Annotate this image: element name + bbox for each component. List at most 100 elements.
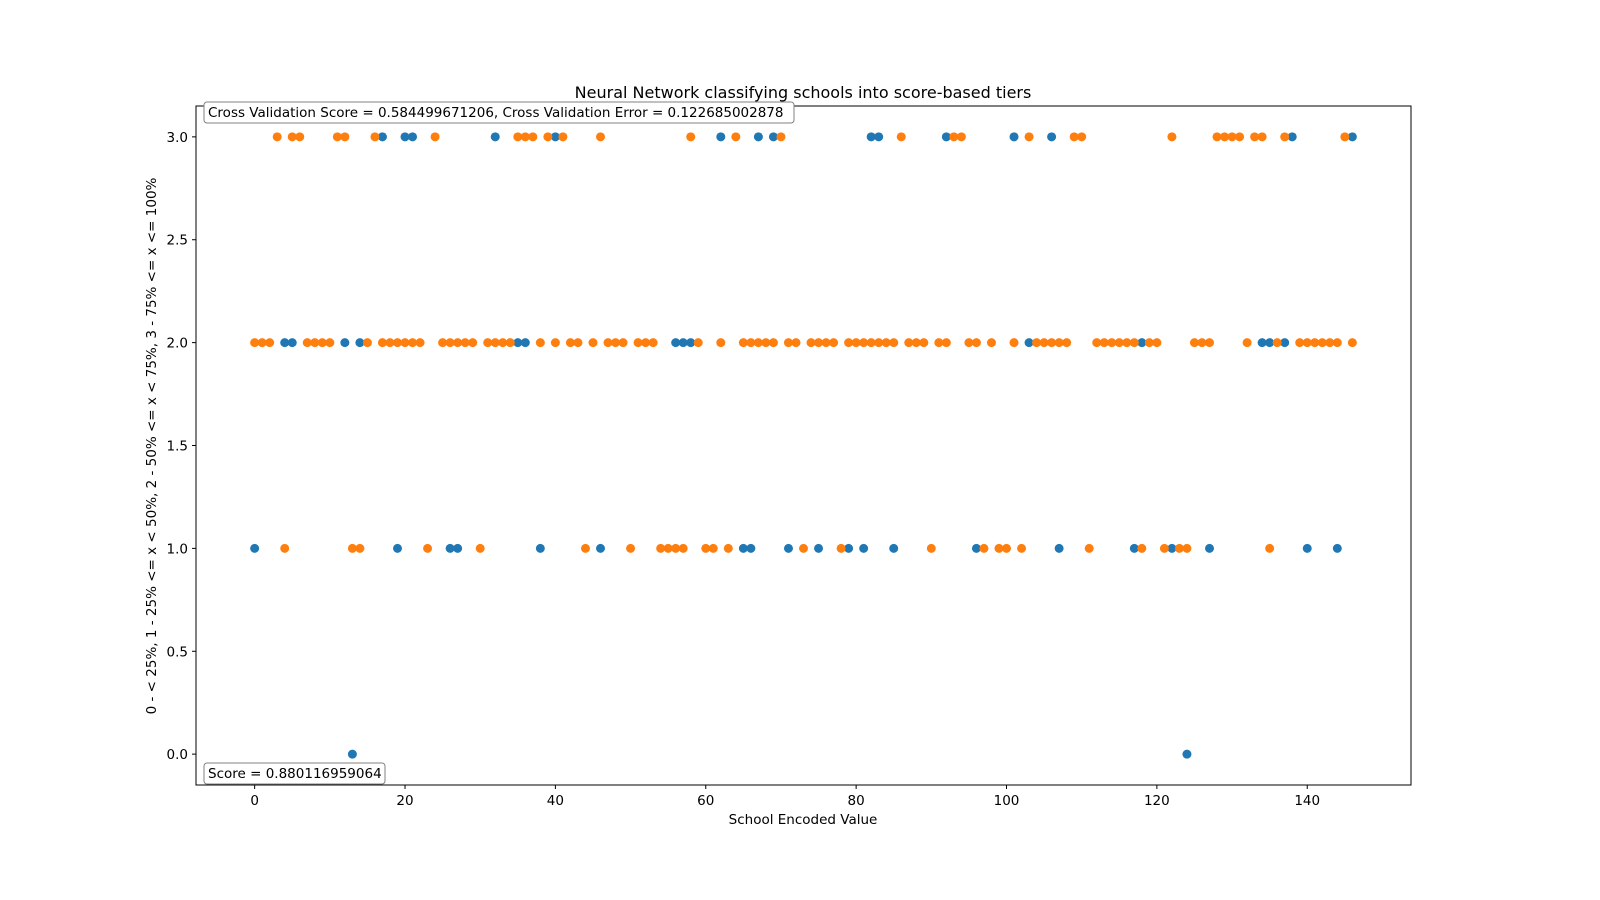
series-2-point: [799, 543, 808, 553]
series-2-point: [716, 338, 726, 348]
series-2-point: [377, 338, 387, 348]
x-tick-label: 40: [547, 793, 564, 809]
x-tick-label: 100: [994, 793, 1020, 809]
series-2-point: [347, 543, 357, 553]
series-2-point: [265, 338, 275, 348]
series-2-point: [708, 543, 718, 553]
series-2-point: [1272, 338, 1282, 348]
series-1-point: [678, 338, 688, 348]
series-2-point: [723, 543, 733, 553]
series-2-point: [1137, 543, 1147, 553]
series-2-point: [979, 543, 989, 553]
series-2-point: [859, 338, 869, 348]
series-2-point: [678, 543, 688, 553]
series-2-point: [1250, 132, 1260, 142]
series-1-point: [400, 132, 410, 142]
x-tick-label: 120: [1144, 793, 1170, 809]
series-2-point: [1310, 338, 1320, 348]
series-2-point: [1182, 543, 1192, 553]
series-2-point: [565, 338, 575, 348]
series-1-point: [1205, 543, 1215, 553]
series-2-point: [272, 132, 282, 142]
series-2-point: [468, 338, 478, 348]
cv-annotation-box: [203, 101, 795, 124]
series-1-point: [595, 543, 605, 553]
series-1-point: [1167, 543, 1177, 553]
y-tick-label: 0.5: [167, 644, 188, 660]
series-2-point: [1317, 338, 1327, 348]
series-2-point: [829, 338, 839, 348]
series-2-point: [1009, 338, 1019, 348]
series-2-point: [768, 338, 778, 348]
series-1-point: [1137, 338, 1147, 348]
series-2-point: [919, 338, 929, 348]
series-1-point: [377, 132, 387, 142]
series-2-point: [310, 338, 320, 348]
series-2-point: [1280, 132, 1290, 142]
series-2-point: [866, 338, 876, 348]
series-2-point: [550, 338, 560, 348]
series-2-point: [904, 338, 914, 348]
series-2-point: [1084, 543, 1094, 553]
series-2-point: [332, 132, 342, 142]
series-1-point: [738, 543, 748, 553]
series-2-point: [1189, 338, 1199, 348]
chart-title: Neural Network classifying schools into …: [575, 83, 1032, 102]
series-2-point: [287, 132, 297, 142]
series-1-point: [814, 543, 824, 553]
y-tick-label: 3.0: [167, 130, 188, 146]
series-1-point: [392, 543, 402, 553]
series-2-point: [1332, 338, 1342, 348]
series-2-point: [1047, 338, 1057, 348]
series-2-point: [971, 338, 981, 348]
series-2-point: [295, 132, 305, 142]
series-2-point: [1032, 338, 1042, 348]
series-2-point: [1205, 338, 1215, 348]
series-2-point: [453, 338, 463, 348]
series-2-point: [573, 338, 583, 348]
series-2-point: [1039, 338, 1049, 348]
series-1-point: [287, 338, 297, 348]
series-2-point: [1159, 543, 1169, 553]
series-2-point: [618, 338, 628, 348]
series-2-point: [445, 338, 455, 348]
series-1-point: [453, 543, 463, 553]
series-1-point: [355, 338, 365, 348]
series-2-point: [1235, 132, 1245, 142]
series-2-point: [498, 338, 508, 348]
series-2-point: [663, 543, 673, 553]
y-tick-label: 2.5: [167, 233, 188, 249]
series-2-point: [385, 338, 395, 348]
series-2-point: [1347, 338, 1357, 348]
x-tick-label: 20: [396, 793, 413, 809]
series-2-point: [1220, 132, 1230, 142]
series-2-point: [505, 338, 515, 348]
series-1-point: [280, 338, 290, 348]
series-2-point: [896, 132, 906, 142]
series-2-point: [1114, 338, 1124, 348]
series-2-point: [520, 132, 530, 142]
series-1-point: [520, 338, 530, 348]
series-2-point: [302, 338, 312, 348]
series-1-point: [768, 132, 778, 142]
series-2-point: [791, 338, 801, 348]
series-2-point: [535, 338, 545, 348]
x-axis-ticks: 0 20 40 60 80 100 120 140: [250, 785, 1320, 809]
y-tick-label: 1.0: [167, 541, 188, 557]
series-2-point: [1024, 132, 1034, 142]
series-2-point: [753, 338, 763, 348]
series-2-point: [543, 132, 553, 142]
series-2-point: [874, 338, 884, 348]
series-2-point: [671, 543, 681, 553]
series-2-point: [641, 338, 651, 348]
series-2-point: [430, 132, 440, 142]
series-1-point: [490, 132, 500, 142]
series-2-point: [656, 543, 666, 553]
series-2-point: [1144, 338, 1154, 348]
series-2-point: [1167, 132, 1177, 142]
series-2-point: [761, 338, 771, 348]
series-2-point: [1197, 338, 1207, 348]
series-2-point: [1062, 338, 1072, 348]
plot-frame: [195, 105, 1412, 786]
